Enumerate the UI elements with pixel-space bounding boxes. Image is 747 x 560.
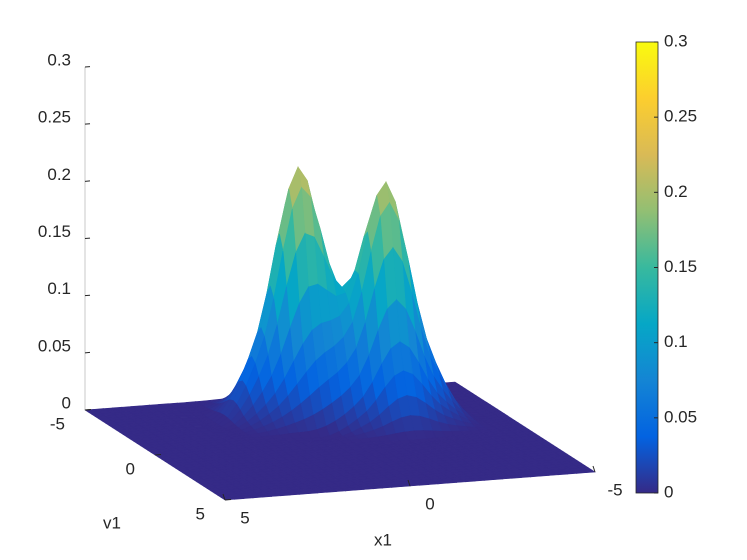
colorbar-tick-label: 0 [664, 482, 673, 501]
surface [84, 165, 596, 501]
colorbar-tick-label: 0.3 [664, 31, 688, 50]
z-tick-label: 0.15 [38, 222, 71, 241]
x-tick-label: 5 [240, 508, 249, 527]
x-tick-label: -5 [607, 480, 622, 499]
axes: 0 0.05 0.1 0.15 0.2 0.25 0.3 -5 0 5 -5 0 5 [38, 50, 623, 527]
x-tick [407, 479, 411, 487]
colorbar-tick-label: 0.05 [664, 407, 697, 426]
y-tick-label: 0 [126, 459, 135, 478]
x-axis-label: x1 [374, 530, 392, 549]
z-tick-label: 0.2 [47, 165, 71, 184]
colorbar-tick-label: 0.15 [664, 257, 697, 276]
x-tick [222, 493, 226, 501]
y-axis-label: v1 [103, 513, 121, 532]
z-tick-label: 0.1 [47, 279, 71, 298]
y-tick [84, 409, 92, 411]
z-tick-label: 0.05 [38, 336, 71, 355]
y-tick [224, 499, 232, 501]
z-tick-label: 0 [62, 393, 71, 412]
z-tick-label: 0.3 [47, 50, 71, 69]
y-tick [154, 454, 162, 456]
y-tick-label: 5 [196, 504, 205, 523]
colorbar-tick-label: 0.2 [664, 182, 688, 201]
x-tick [592, 465, 596, 473]
z-tick-label: 0.25 [38, 108, 71, 127]
colorbar-tick-label: 0.1 [664, 332, 688, 351]
colorbar-tick-label: 0.25 [664, 107, 697, 126]
y-tick-label: -5 [50, 414, 65, 433]
x-tick-label: 0 [425, 494, 434, 513]
